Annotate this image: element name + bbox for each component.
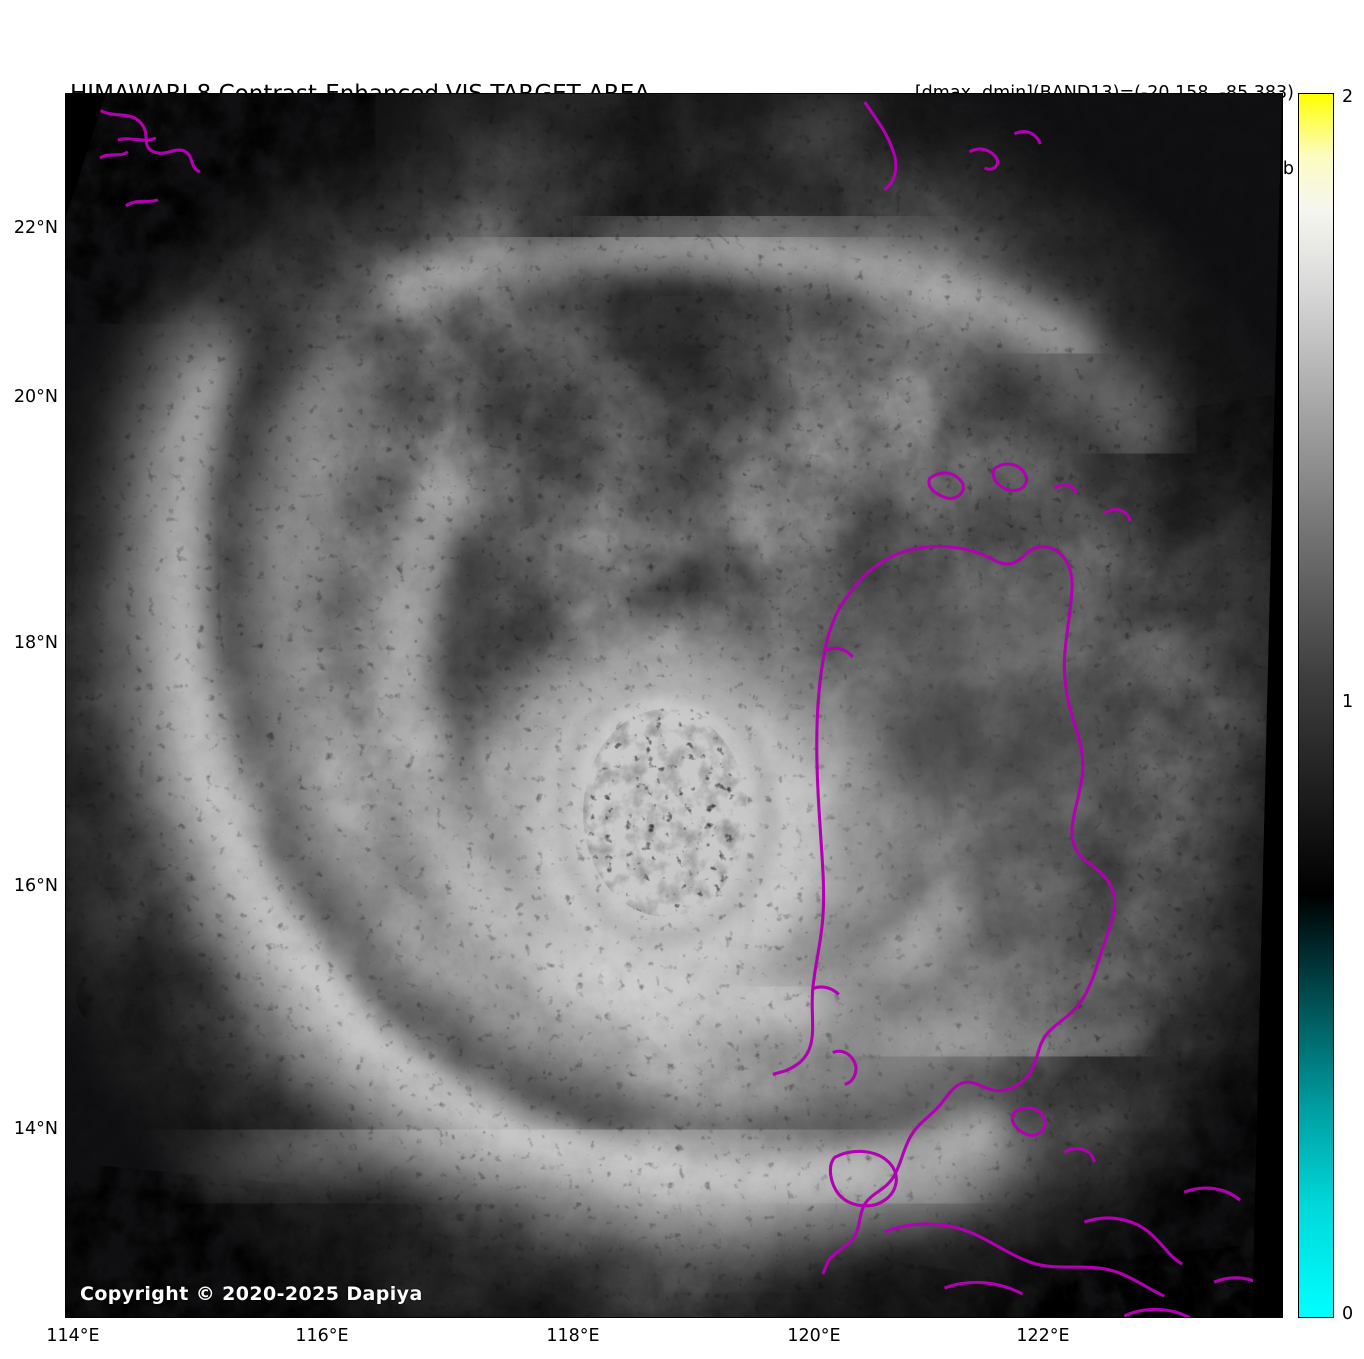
xtick-114E: 114°E: [46, 1326, 100, 1346]
satellite-data-region: [66, 94, 1282, 1317]
satellite-image-plot[interactable]: Copyright © 2020-2025 Dapiya: [65, 93, 1283, 1318]
x-axis-ticklabels: 114°E 116°E 118°E 120°E 122°E: [0, 1326, 1364, 1356]
xtick-118E: 118°E: [546, 1326, 600, 1346]
y-axis-ticklabels: 22°N 20°N 18°N 16°N 14°N: [0, 0, 58, 1359]
xtick-122E: 122°E: [1016, 1326, 1070, 1346]
global-grain: [66, 94, 1282, 1317]
ytick-18N: 18°N: [13, 633, 58, 653]
copyright-label: Copyright © 2020-2025 Dapiya: [80, 1283, 423, 1305]
xtick-116E: 116°E: [295, 1326, 349, 1346]
offscan-wedge-right: [1254, 94, 1282, 1317]
satellite-image-canvas: [66, 94, 1282, 1317]
colorbar-tick-0: 0: [1342, 1304, 1354, 1324]
colorbar[interactable]: 2 1 0: [1298, 87, 1353, 1324]
ytick-22N: 22°N: [13, 218, 58, 238]
ytick-20N: 20°N: [13, 387, 58, 407]
ytick-16N: 16°N: [13, 876, 58, 896]
colorbar-tick-1: 1: [1342, 692, 1354, 712]
colorbar-tick-2: 2: [1342, 87, 1354, 107]
xtick-120E: 120°E: [787, 1326, 841, 1346]
colorbar-gradient: [1298, 93, 1334, 1318]
ytick-14N: 14°N: [13, 1119, 58, 1139]
